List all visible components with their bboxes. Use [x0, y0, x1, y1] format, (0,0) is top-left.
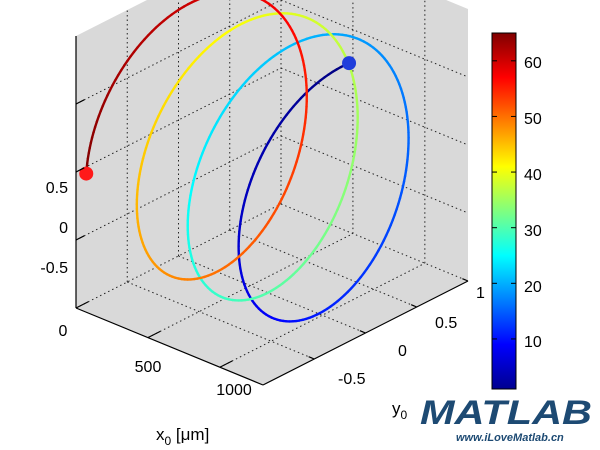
z-tick-label: 0.5 [46, 180, 68, 197]
x-tick-labels: 0 500 1000 [59, 323, 252, 399]
z-tick-label: 0 [59, 220, 68, 237]
colorbar-tick-label: 40 [524, 167, 542, 184]
y-tick-label: 0 [398, 343, 407, 360]
y-tick-label: 0.5 [435, 315, 457, 332]
svg-text:x0 [μm]: x0 [μm] [156, 425, 209, 448]
colorbar-tick-label: 30 [524, 223, 542, 240]
z-tick-label: -0.5 [40, 260, 68, 277]
colorbar-tick-label: 60 [524, 55, 542, 72]
start-marker [342, 56, 357, 71]
watermark-logo: MATLAB www.iLoveMatlab.cn [420, 394, 592, 444]
z-tick [75, 99, 85, 105]
colorbar-tick-label: 20 [524, 279, 542, 296]
z-tick [75, 167, 85, 173]
floor-pane [76, 204, 468, 385]
x-tick-label: 500 [135, 359, 162, 376]
y-tick-label: 1 [476, 285, 485, 302]
colorbar: 10 20 30 40 50 60 [491, 32, 542, 390]
back-wall-y [281, 0, 468, 281]
y-tick [462, 278, 469, 282]
svg-text:y0: y0 [392, 399, 408, 422]
watermark-url: www.iLoveMatlab.cn [456, 432, 564, 444]
colorbar-ticks [492, 60, 516, 340]
helix-segment [260, 0, 267, 3]
y-tick [410, 304, 417, 308]
y-tick [359, 330, 366, 334]
y-tick [308, 356, 315, 360]
axes-box [75, 36, 469, 386]
y-tick-labels: -0.5 0 0.5 1 [338, 285, 485, 388]
grid-lines [75, 0, 469, 368]
markers [79, 56, 357, 181]
y-tick-label: -0.5 [338, 371, 366, 388]
helix-series [85, 0, 410, 323]
colorbar-tick-label: 50 [524, 111, 542, 128]
y-axis-label: y0 [392, 399, 408, 422]
z-tick [75, 235, 85, 241]
colorbar-gradient [491, 32, 517, 390]
x-tick [75, 301, 89, 309]
watermark-logo-text: MATLAB [420, 394, 592, 432]
end-marker [79, 166, 94, 181]
colorbar-tick-label: 10 [524, 334, 542, 351]
x-tick-label: 1000 [216, 382, 252, 399]
z-tick-labels: 0.5 0 -0.5 [40, 180, 68, 277]
x-axis-line [75, 307, 264, 386]
x-tick-label: 0 [59, 323, 68, 340]
x-axis-label: x0 [μm] [156, 425, 209, 448]
x-tick [219, 360, 233, 368]
x-tick [147, 330, 161, 339]
